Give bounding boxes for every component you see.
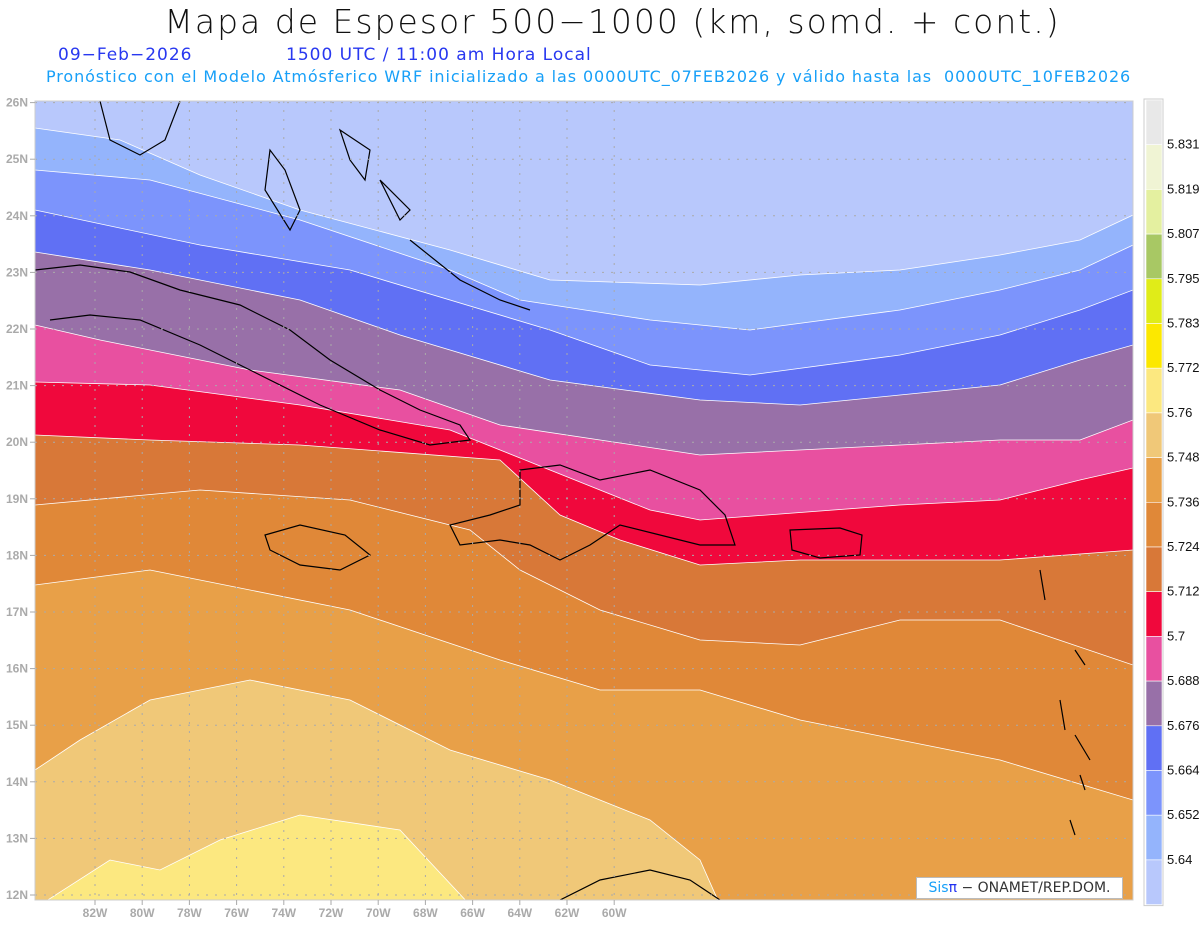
bahamas-outline xyxy=(264,128,531,311)
cuba-outline xyxy=(35,264,472,446)
legend-label: 5.807 xyxy=(1167,226,1200,241)
brand-pi: π xyxy=(948,880,957,896)
lat-label: 21N xyxy=(6,379,28,393)
legend-label: 5.795 xyxy=(1167,271,1200,286)
lat-label: 23N xyxy=(6,265,28,279)
legend-swatch xyxy=(1145,412,1163,458)
lon-label: 70W xyxy=(366,906,391,920)
lon-label: 66W xyxy=(460,906,485,920)
legend-swatch xyxy=(1145,367,1163,414)
legend-label: 5.7 xyxy=(1167,628,1185,643)
lon-label: 74W xyxy=(271,906,296,920)
lat-label: 13N xyxy=(6,831,28,845)
legend-swatch xyxy=(1145,457,1163,503)
legend-swatch xyxy=(1145,770,1163,816)
model-description: Pronóstico con el Modelo Atmósferico WRF… xyxy=(46,67,1132,86)
credit-box: Sisπ − ONAMET/REP.DOM. xyxy=(916,877,1123,899)
legend-swatch xyxy=(1145,859,1163,905)
lon-label: 72W xyxy=(319,906,344,920)
legend-swatch xyxy=(1145,144,1163,190)
legend-swatch xyxy=(1145,680,1163,727)
jamaica-outline xyxy=(264,524,372,571)
legend-swatch xyxy=(1145,636,1163,682)
lon-label: 80W xyxy=(130,906,155,920)
forecast-date: 09−Feb−2026 xyxy=(58,45,193,65)
legend-label: 5.831 xyxy=(1167,137,1200,152)
lon-label: 68W xyxy=(413,906,438,920)
map-title: Mapa de Espesor 500−1000 (km, somd. + co… xyxy=(164,2,1061,41)
legend-label: 5.664 xyxy=(1167,763,1200,778)
lon-label: 82W xyxy=(83,906,108,920)
contour-band xyxy=(47,814,466,900)
lat-label: 26N xyxy=(6,96,28,110)
legend-swatch xyxy=(1145,278,1163,324)
legend-swatch xyxy=(1145,189,1163,235)
legend-label: 5.652 xyxy=(1167,807,1200,822)
legend-label: 5.76 xyxy=(1167,405,1192,420)
legend-swatch xyxy=(1145,99,1163,146)
lon-label: 64W xyxy=(507,906,532,920)
lat-label: 22N xyxy=(6,322,28,336)
legend-swatch xyxy=(1145,501,1163,548)
contour-band xyxy=(35,679,719,900)
credit-text: − ONAMET/REP.DOM. xyxy=(957,880,1111,896)
lon-label: 62W xyxy=(555,906,580,920)
brand-sis: Sis xyxy=(928,880,949,896)
legend-swatch xyxy=(1145,725,1163,771)
florida-outline xyxy=(99,101,181,156)
coastlines xyxy=(35,101,1091,900)
legend-label: 5.736 xyxy=(1167,494,1200,509)
lat-label: 18N xyxy=(6,548,28,562)
legend-swatch xyxy=(1145,233,1163,280)
latitude-labels: 12N 13N 14N 15N 16N 17N 18N 19N 20N 21N 22N 23N 24N 2… xyxy=(6,96,35,902)
lat-label: 15N xyxy=(6,718,28,732)
lat-label: 24N xyxy=(6,209,28,223)
legend-label: 5.783 xyxy=(1167,316,1200,331)
legend-label: 5.712 xyxy=(1167,584,1200,599)
legend-swatch xyxy=(1145,814,1163,861)
puerto-rico-outline xyxy=(789,527,863,559)
legend-label: 5.772 xyxy=(1167,360,1200,375)
lat-label: 20N xyxy=(6,435,28,449)
longitude-labels: 82W 80W 78W 76W 74W 72W 70W 68W 66W 64W 62W 60W xyxy=(83,900,627,920)
forecast-time: 1500 UTC / 11:00 am Hora Local xyxy=(286,45,592,65)
legend-swatch xyxy=(1145,591,1163,637)
lon-label: 60W xyxy=(602,906,627,920)
plot-frame xyxy=(34,100,1134,901)
legend-label: 5.688 xyxy=(1167,673,1200,688)
lat-label: 19N xyxy=(6,492,28,506)
legend-swatch xyxy=(1145,323,1163,369)
hispaniola-outline xyxy=(449,464,736,561)
legend-label: 5.676 xyxy=(1167,718,1200,733)
lat-label: 14N xyxy=(6,775,28,789)
color-legend: 5.831 5.819 5.807 5.795 5.783 5.772 5.76 5.748 5… xyxy=(1143,98,1200,907)
south-america-coast xyxy=(559,869,721,900)
contour-bands xyxy=(35,101,1133,900)
lon-label: 78W xyxy=(177,906,202,920)
lat-label: 25N xyxy=(6,152,28,166)
legend-label: 5.748 xyxy=(1167,450,1200,465)
graticule xyxy=(35,101,1133,900)
legend-label: 5.724 xyxy=(1167,539,1200,554)
lat-label: 12N xyxy=(6,888,28,902)
legend-label: 5.819 xyxy=(1167,181,1200,196)
lat-label: 17N xyxy=(6,605,28,619)
lon-label: 76W xyxy=(224,906,249,920)
lat-label: 16N xyxy=(6,662,28,676)
legend-label: 5.64 xyxy=(1167,852,1192,867)
legend-swatch xyxy=(1145,546,1163,593)
lesser-antilles-outline xyxy=(1039,569,1091,836)
